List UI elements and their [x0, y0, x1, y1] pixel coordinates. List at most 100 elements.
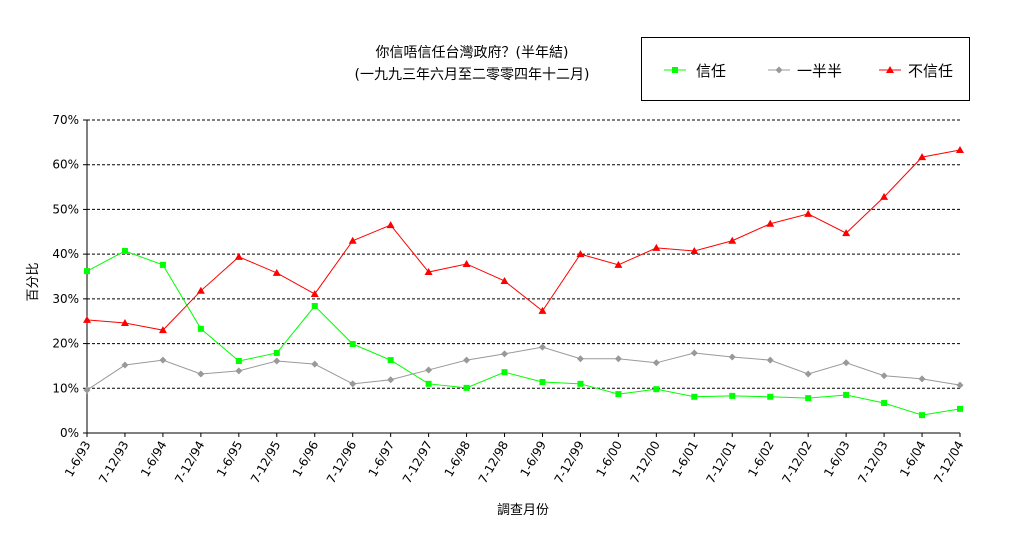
data-point-trust: [501, 369, 508, 376]
data-point-distrust: [690, 247, 699, 255]
y-tick-label: 40%: [52, 247, 79, 261]
x-tick-label: 7-12/01: [703, 439, 738, 486]
data-point-half: [880, 372, 888, 380]
x-tick-label: 1-6/01: [669, 439, 701, 480]
data-point-half: [956, 381, 964, 389]
data-point-half: [804, 370, 812, 378]
legend-swatch-distrust: [879, 66, 901, 73]
legend-swatch-trust: [664, 67, 686, 73]
y-tick-label: 10%: [52, 381, 79, 395]
chart-subtitle: (一九九三年六月至二零零四年十二月): [355, 67, 590, 83]
data-point-distrust: [83, 315, 91, 323]
data-point-trust: [957, 405, 963, 412]
series-half: [83, 343, 964, 394]
data-point-trust: [653, 386, 660, 393]
series-line-half: [86, 346, 961, 391]
x-axis-title: 調查月份: [497, 503, 549, 518]
x-tick-label: 7-12/03: [855, 439, 890, 486]
data-point-trust: [539, 379, 546, 386]
series-line-distrust: [86, 149, 961, 331]
data-point-trust: [425, 380, 432, 387]
data-point-distrust: [500, 276, 509, 284]
series-distrust: [83, 145, 964, 334]
data-point-distrust: [196, 286, 205, 294]
y-tick-label: 0%: [60, 426, 79, 440]
data-point-half: [387, 376, 395, 384]
data-point-distrust: [766, 219, 775, 227]
data-point-half: [425, 366, 433, 374]
y-tick-label: 60%: [52, 158, 79, 172]
data-point-trust: [767, 393, 774, 400]
data-point-trust: [577, 380, 584, 387]
data-point-trust: [463, 384, 470, 391]
x-tick-label: 1-6/93: [62, 439, 94, 480]
data-point-trust: [691, 393, 698, 400]
data-point-distrust: [728, 236, 737, 244]
y-tick-label: 70%: [52, 113, 79, 127]
legend-label-half: 一半半: [797, 62, 842, 80]
x-tick-label: 1-6/04: [897, 439, 929, 480]
data-point-half: [159, 356, 167, 364]
data-point-trust: [311, 303, 318, 310]
y-tick-label: 50%: [52, 202, 79, 216]
data-point-trust: [84, 268, 90, 275]
x-tick-label: 1-6/02: [745, 439, 777, 480]
data-point-half: [273, 357, 281, 365]
data-point-trust: [235, 358, 242, 365]
data-point-distrust: [956, 145, 964, 153]
data-point-distrust: [880, 192, 889, 200]
data-point-distrust: [310, 289, 319, 297]
x-tick-label: 7-12/96: [324, 439, 359, 486]
legend-swatch-half: [768, 66, 790, 74]
data-point-trust: [121, 248, 128, 255]
data-point-distrust: [538, 306, 547, 314]
data-point-distrust: [158, 326, 167, 334]
data-point-trust: [615, 391, 622, 398]
legend: 信任 一半半 不信任: [641, 37, 970, 101]
x-tick-label: 7-12/04: [931, 439, 966, 486]
x-tick-label: 1-6/95: [214, 439, 246, 480]
data-point-trust: [387, 357, 394, 364]
x-tick-label: 7-12/93: [96, 439, 131, 486]
data-point-distrust: [424, 268, 433, 276]
x-tick-label: 7-12/95: [248, 439, 283, 486]
legend-label-trust: 信任: [696, 62, 726, 80]
data-point-half: [842, 359, 850, 367]
data-point-half: [690, 349, 698, 357]
data-point-half: [728, 353, 736, 361]
data-point-half: [235, 367, 243, 375]
data-point-half: [83, 386, 91, 394]
data-point-distrust: [348, 236, 357, 244]
data-point-half: [538, 343, 546, 351]
data-point-half: [121, 361, 129, 369]
data-point-distrust: [918, 153, 927, 161]
x-tick-label: 7-12/02: [779, 439, 814, 486]
data-point-trust: [881, 400, 888, 407]
x-tick-label: 1-6/00: [593, 439, 625, 480]
x-tick-label: 7-12/99: [552, 439, 587, 486]
legend-marker-half: [775, 66, 783, 74]
x-tick-label: 7-12/94: [172, 439, 207, 486]
data-point-half: [652, 359, 660, 367]
data-point-trust: [805, 395, 812, 402]
data-point-distrust: [614, 260, 623, 268]
data-point-trust: [843, 391, 850, 398]
series-line-trust: [86, 250, 961, 416]
legend-marker-distrust: [886, 66, 894, 73]
data-point-distrust: [576, 250, 585, 258]
data-point-half: [197, 370, 205, 378]
data-point-trust: [159, 261, 166, 268]
data-point-distrust: [120, 319, 129, 327]
data-point-trust: [197, 325, 204, 332]
x-tick-label: 1-6/03: [821, 439, 853, 480]
legend-swatches: [664, 66, 901, 74]
data-point-distrust: [272, 268, 281, 276]
data-point-distrust: [462, 259, 471, 267]
x-tick-label: 1-6/94: [138, 439, 170, 480]
y-tick-label: 30%: [52, 292, 79, 306]
x-tick-label: 7-12/98: [476, 439, 511, 486]
data-point-distrust: [804, 209, 813, 217]
data-point-distrust: [234, 252, 243, 260]
data-point-distrust: [842, 229, 851, 237]
